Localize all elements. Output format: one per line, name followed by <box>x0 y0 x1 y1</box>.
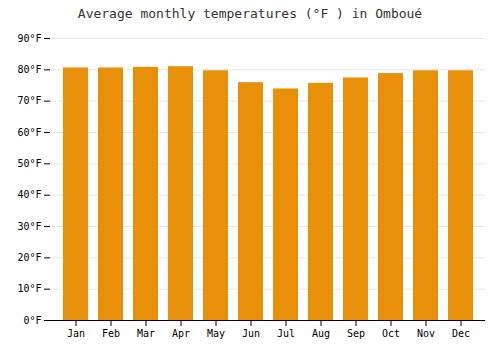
svg-text:70°F: 70°F <box>17 95 41 106</box>
svg-text:40°F: 40°F <box>17 189 41 200</box>
svg-text:Aug: Aug <box>312 328 330 339</box>
svg-text:60°F: 60°F <box>17 127 41 138</box>
svg-text:Oct: Oct <box>382 328 400 339</box>
svg-text:Mar: Mar <box>137 328 155 339</box>
svg-text:May: May <box>207 328 225 339</box>
svg-text:Jun: Jun <box>242 328 260 339</box>
svg-text:Nov: Nov <box>417 328 435 339</box>
svg-text:Feb: Feb <box>102 328 120 339</box>
svg-text:Jan: Jan <box>67 328 85 339</box>
svg-text:Dec: Dec <box>452 328 470 339</box>
html-text:Average monthly temperatures (: Average monthly temperatures (°F ) in Om… <box>77 6 423 21</box>
svg-text:80°F: 80°F <box>17 64 41 75</box>
svg-text:50°F: 50°F <box>17 158 41 169</box>
svg-text:Sep: Sep <box>347 328 365 339</box>
svg-text:Jul: Jul <box>277 328 295 339</box>
svg-text:30°F: 30°F <box>17 221 41 232</box>
svg-text:20°F: 20°F <box>17 252 41 263</box>
svg-text:90°F: 90°F <box>17 33 41 44</box>
svg-text:10°F: 10°F <box>17 283 41 294</box>
svg-text:Apr: Apr <box>172 328 190 339</box>
svg-text:0°F: 0°F <box>23 315 41 326</box>
